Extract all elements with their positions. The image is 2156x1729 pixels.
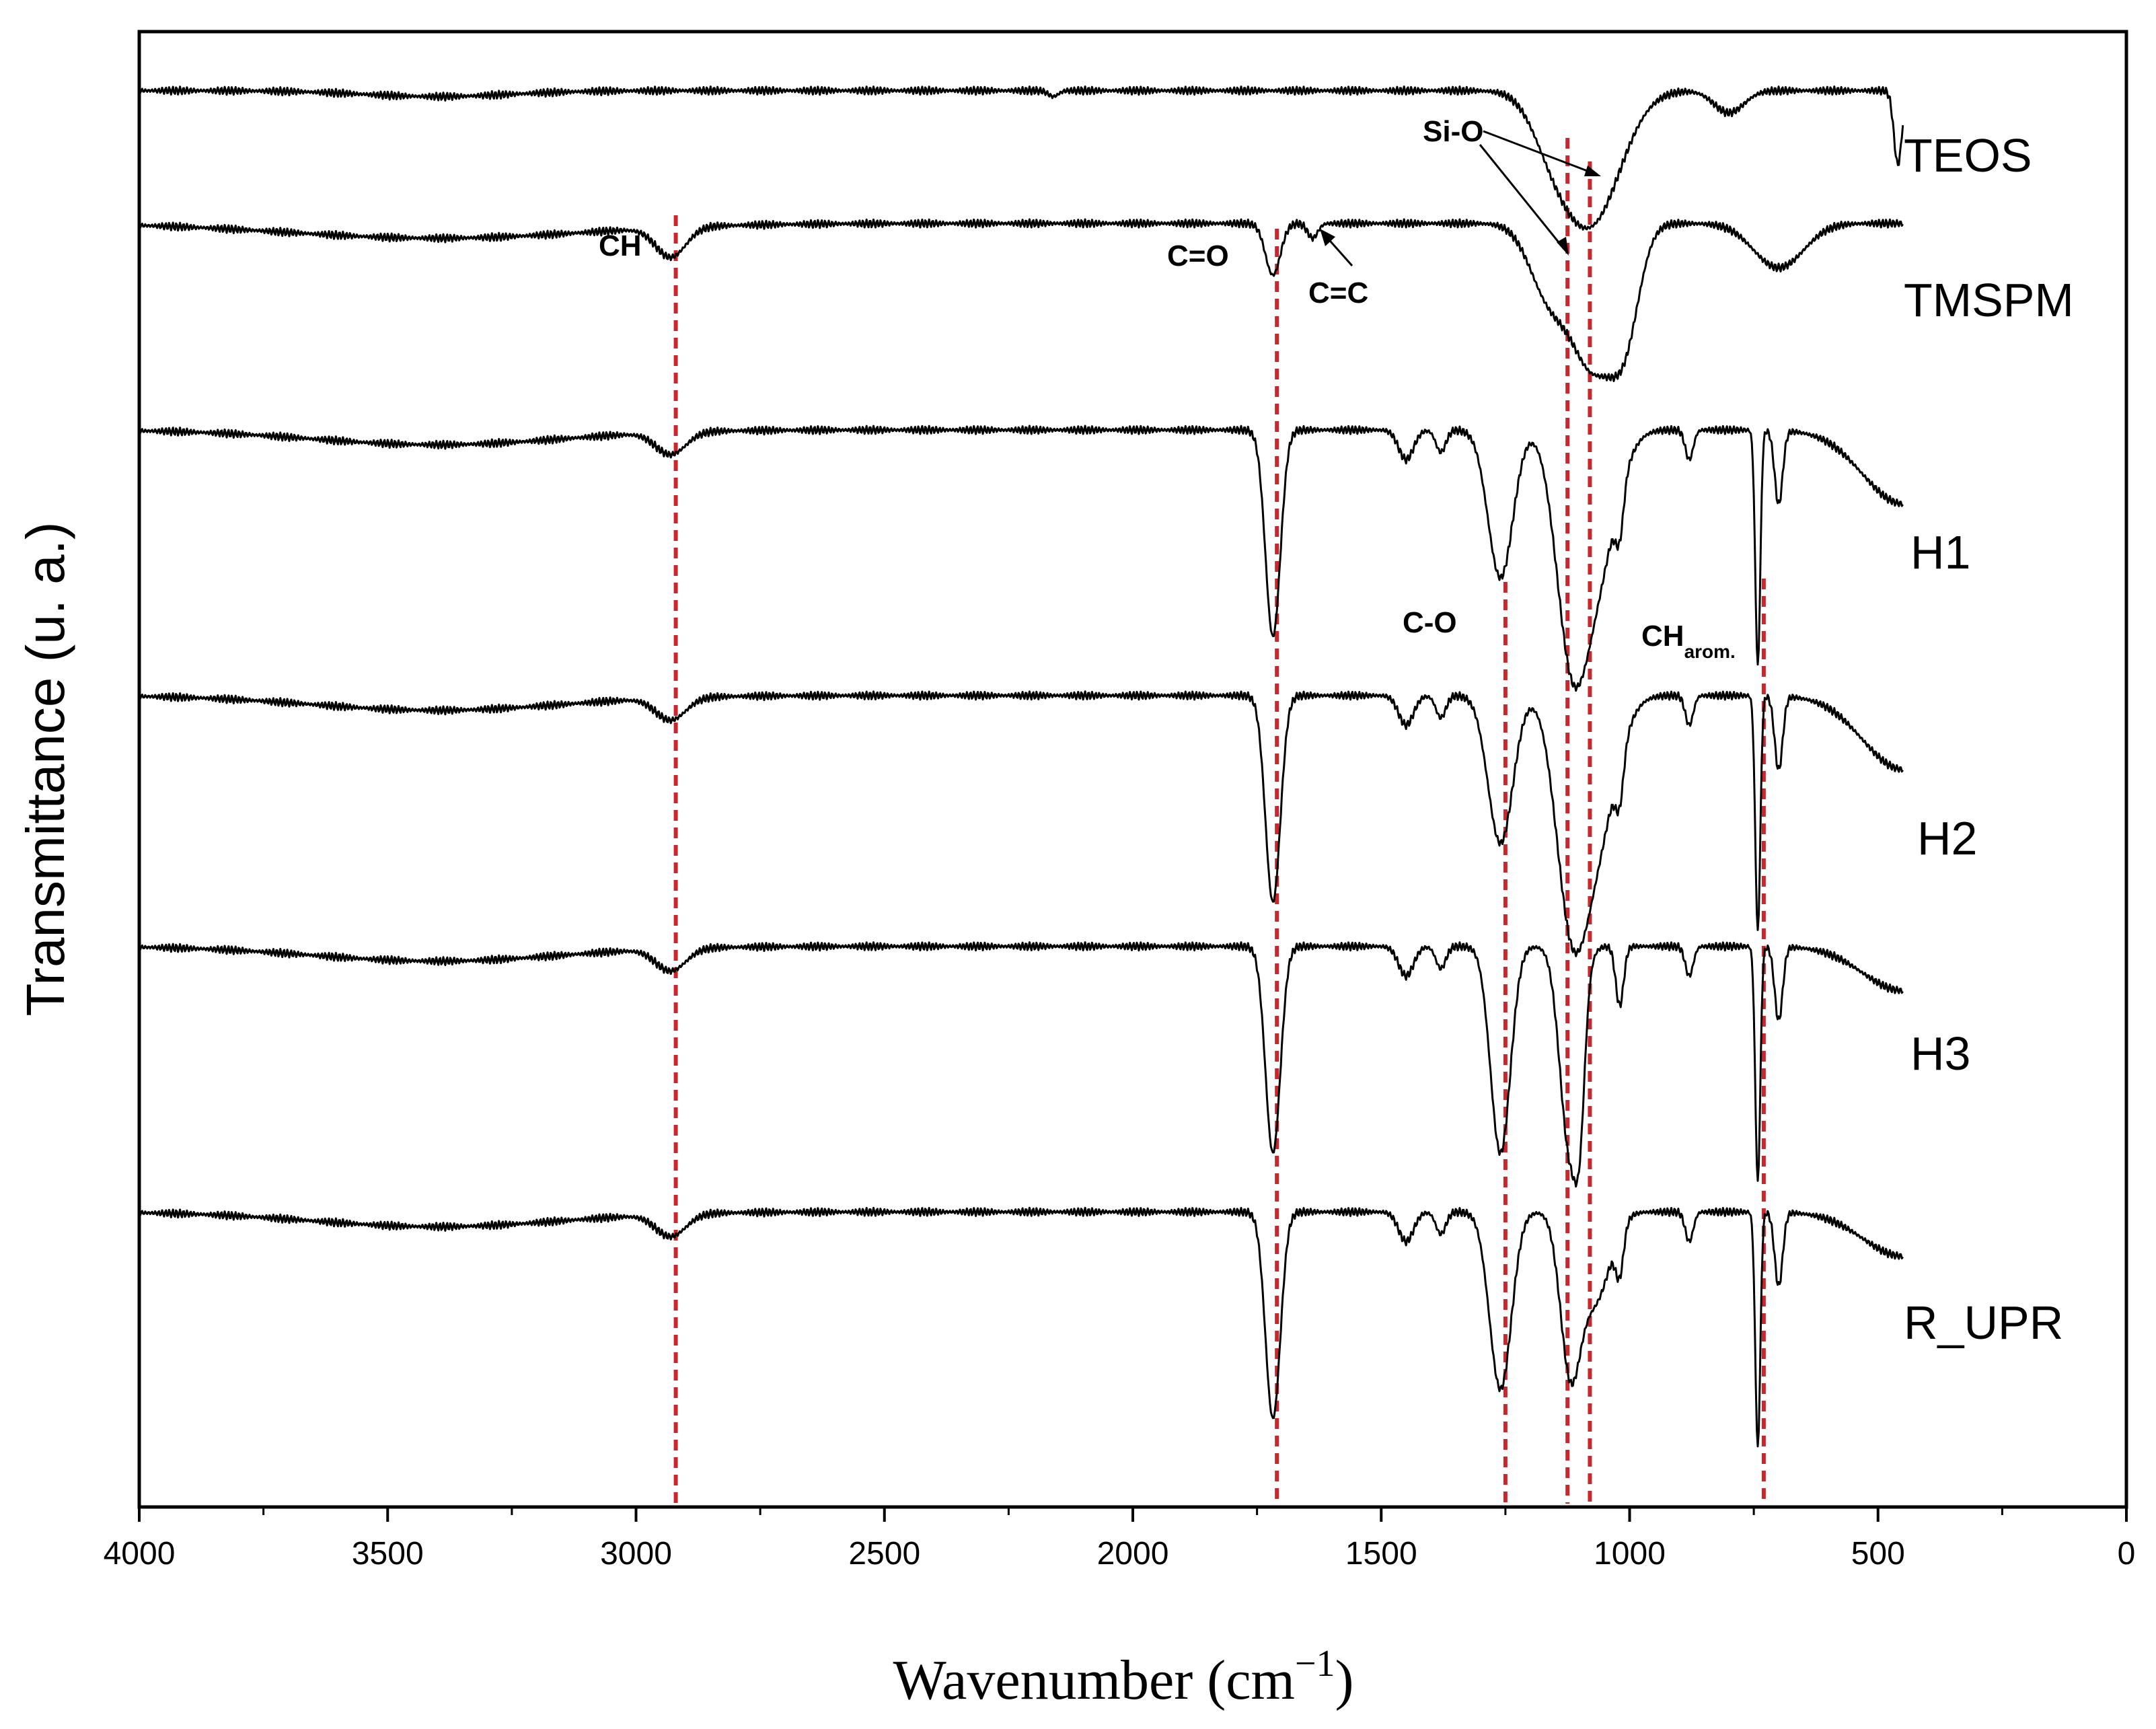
x-axis-ticks: 4000 3500 3000 2500 2000 1500 1000 500 0 [104,1507,2136,1572]
x-tick-label-4000: 4000 [104,1536,176,1572]
x-tick-label-3500: 3500 [352,1536,424,1572]
series-line-h3 [138,941,1904,1188]
x-tick-label-3000: 3000 [600,1536,672,1572]
arrow-c-c-head [1320,229,1335,246]
x-axis-title: Wavenumber (cm−1) [893,1643,1354,1712]
series-group [138,85,1904,1448]
x-tick-label-1000: 1000 [1594,1536,1666,1572]
plot-frame [137,30,2128,1509]
series-label-h2: H2 [1917,812,1977,865]
x-tick-label-0: 0 [2118,1536,2136,1572]
annotation-ch: CH [599,229,642,262]
arrow-si-o-1-head [1557,237,1569,256]
series-label-r-upr: R_UPR [1904,1296,2063,1349]
y-axis-title: Transmittance (u. a.) [15,521,75,1016]
series-label-teos: TEOS [1904,129,2032,182]
annotation-ch-arom-sub: arom. [1684,641,1736,662]
arrow-si-o-1 [1479,144,1565,250]
series-label-h1: H1 [1910,526,1970,579]
series-line-tmspm [138,218,1904,382]
series-line-h2 [138,690,1904,957]
arrow-si-o-2-head [1584,165,1601,176]
annotation-si-o: Si-O [1423,115,1483,148]
series-line-h1 [138,425,1904,692]
annotation-ch-arom-main: CH [1641,620,1684,653]
x-tick-label-500: 500 [1851,1536,1905,1572]
annotation-c-o: C-O [1403,606,1457,639]
x-tick-label-2500: 2500 [848,1536,920,1572]
series-line-r-upr [138,1206,1904,1448]
series-label-tmspm: TMSPM [1904,274,2074,326]
x-axis-title-end: ) [1335,1649,1353,1712]
x-tick-label-1500: 1500 [1345,1536,1417,1572]
annotation-c-o-double: C=O [1167,240,1229,272]
x-tick-label-2000: 2000 [1097,1536,1169,1572]
arrow-si-o-2 [1483,130,1595,175]
series-line-teos [138,85,1904,231]
x-axis-title-main: Wavenumber (cm [893,1649,1295,1712]
series-label-h3: H3 [1910,1027,1970,1080]
annotation-arrows [1320,130,1601,266]
annotation-ch-arom: CHarom. [1641,620,1736,662]
annotation-c-c: C=C [1308,277,1368,309]
x-axis-title-sup: −1 [1295,1643,1335,1685]
